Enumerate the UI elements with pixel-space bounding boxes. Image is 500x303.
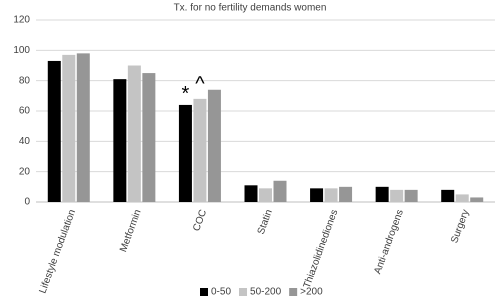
bar [259, 188, 272, 202]
x-tick-label: Thiazolidinediones [302, 208, 341, 290]
annotation: ^ [195, 73, 205, 95]
bar [273, 180, 287, 202]
x-tick-label: Anti-androgens [372, 208, 406, 275]
legend-label: 50-200 [250, 287, 282, 298]
bar [62, 54, 76, 203]
x-tick-label: Surgery [449, 208, 471, 245]
bar [113, 79, 127, 202]
y-tick-label: 100 [13, 45, 30, 56]
bar [193, 98, 207, 202]
x-tick-label: Metformin [118, 208, 144, 254]
annotation: * [182, 83, 190, 105]
bar [375, 186, 389, 202]
bar [390, 189, 404, 202]
bar [310, 188, 324, 202]
bar [455, 194, 469, 202]
y-tick-label: 40 [19, 136, 31, 147]
legend-label: 0-50 [211, 287, 231, 298]
bar [142, 73, 156, 202]
legend-label: >200 [300, 287, 323, 298]
x-tick-label: Statin [256, 208, 275, 236]
chart-title: Tx. for no fertility demands women [174, 3, 327, 14]
y-tick-label: 80 [19, 75, 31, 86]
bar [470, 197, 484, 202]
y-tick-label: 0 [24, 197, 30, 208]
bar [404, 189, 418, 202]
legend-swatch [200, 288, 208, 296]
bar [127, 65, 141, 202]
bar [47, 60, 61, 203]
x-tick-label: COC [191, 208, 209, 233]
legend-swatch [289, 288, 298, 296]
bar [76, 53, 90, 202]
bar [339, 186, 353, 202]
bar [244, 185, 258, 202]
legend-swatch [239, 288, 248, 296]
bar [441, 189, 455, 202]
y-tick-label: 120 [13, 15, 30, 26]
bar [178, 104, 192, 202]
x-tick-label: Lifestyle modulation [38, 208, 79, 295]
y-tick-label: 60 [19, 106, 31, 117]
bar [324, 188, 338, 202]
y-tick-label: 20 [19, 166, 31, 177]
bar [207, 89, 221, 202]
